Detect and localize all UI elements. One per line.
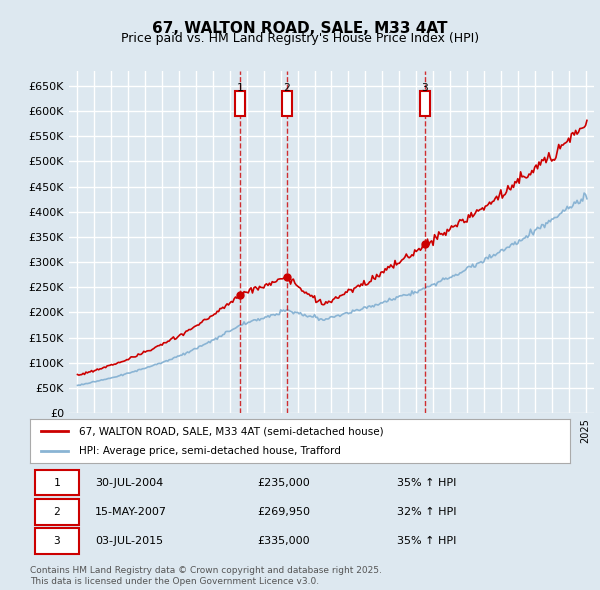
Text: 1: 1 bbox=[236, 83, 243, 93]
Text: 15-MAY-2007: 15-MAY-2007 bbox=[95, 507, 167, 517]
Text: 1: 1 bbox=[53, 477, 61, 487]
Text: Price paid vs. HM Land Registry's House Price Index (HPI): Price paid vs. HM Land Registry's House … bbox=[121, 32, 479, 45]
Text: 32% ↑ HPI: 32% ↑ HPI bbox=[397, 507, 457, 517]
FancyBboxPatch shape bbox=[35, 470, 79, 496]
Text: £235,000: £235,000 bbox=[257, 477, 310, 487]
Text: Contains HM Land Registry data © Crown copyright and database right 2025.
This d: Contains HM Land Registry data © Crown c… bbox=[30, 566, 382, 586]
Text: £335,000: £335,000 bbox=[257, 536, 310, 546]
Text: 35% ↑ HPI: 35% ↑ HPI bbox=[397, 477, 457, 487]
FancyBboxPatch shape bbox=[35, 528, 79, 554]
FancyBboxPatch shape bbox=[35, 499, 79, 525]
Text: 30-JUL-2004: 30-JUL-2004 bbox=[95, 477, 163, 487]
Text: 2: 2 bbox=[284, 83, 290, 93]
FancyBboxPatch shape bbox=[282, 91, 292, 116]
Text: 03-JUL-2015: 03-JUL-2015 bbox=[95, 536, 163, 546]
Text: 3: 3 bbox=[53, 536, 61, 546]
Text: 67, WALTON ROAD, SALE, M33 4AT: 67, WALTON ROAD, SALE, M33 4AT bbox=[152, 21, 448, 35]
Text: 2: 2 bbox=[53, 507, 61, 517]
Text: HPI: Average price, semi-detached house, Trafford: HPI: Average price, semi-detached house,… bbox=[79, 446, 340, 455]
FancyBboxPatch shape bbox=[235, 91, 245, 116]
FancyBboxPatch shape bbox=[419, 91, 430, 116]
Text: £269,950: £269,950 bbox=[257, 507, 310, 517]
Text: 67, WALTON ROAD, SALE, M33 4AT (semi-detached house): 67, WALTON ROAD, SALE, M33 4AT (semi-det… bbox=[79, 427, 383, 436]
Text: 3: 3 bbox=[421, 83, 428, 93]
Text: 35% ↑ HPI: 35% ↑ HPI bbox=[397, 536, 457, 546]
